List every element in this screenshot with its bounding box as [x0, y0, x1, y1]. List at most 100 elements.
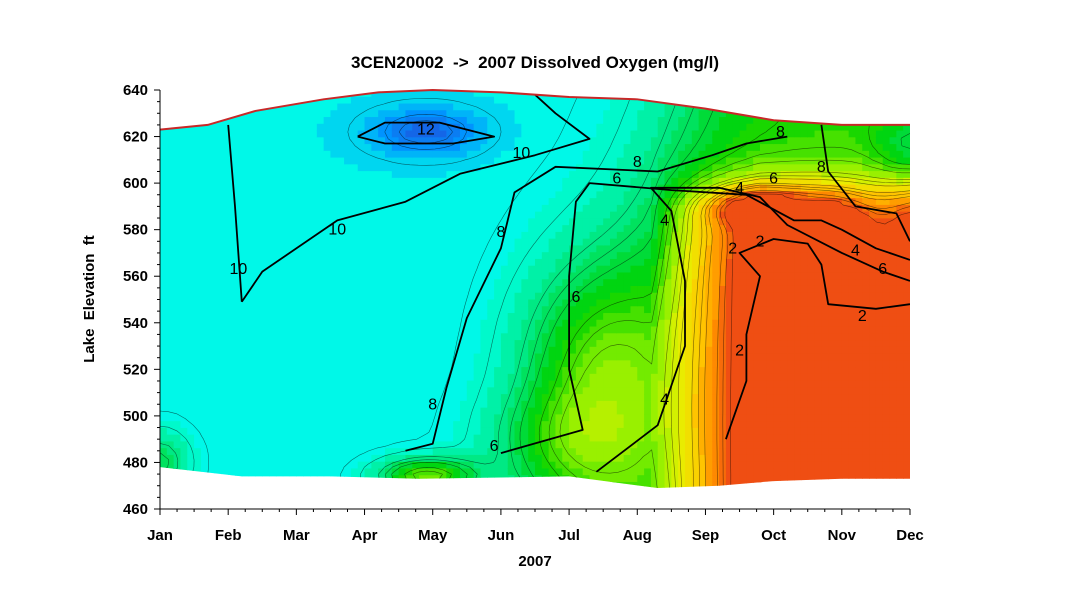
field-cell [575, 171, 584, 179]
field-cell [535, 225, 543, 233]
field-cell [569, 448, 577, 456]
field-cell [507, 211, 516, 220]
field-cell [241, 394, 250, 402]
field-cell [623, 285, 632, 294]
field-cell [364, 441, 372, 449]
field-cell [555, 103, 563, 111]
field-cell [439, 299, 447, 307]
field-cell [453, 110, 461, 118]
field-cell [637, 427, 645, 436]
field-cell [378, 225, 386, 233]
field-cell [494, 198, 502, 206]
field-cell [500, 110, 509, 118]
field-cell [269, 123, 277, 132]
field-cell [630, 150, 638, 159]
field-cell [650, 252, 659, 260]
field-cell [391, 414, 400, 422]
field-cell [241, 238, 250, 247]
field-cell [473, 326, 482, 334]
field-cell [316, 380, 325, 388]
field-cell [582, 468, 591, 476]
field-cell [214, 245, 222, 253]
field-cell [569, 313, 577, 321]
field-cell [453, 96, 461, 105]
field-cell [515, 495, 522, 502]
field-cell [425, 461, 434, 470]
field-cell [432, 292, 441, 301]
field-cell [241, 272, 250, 280]
field-cell [200, 218, 209, 226]
field-cell [555, 380, 563, 388]
field-cell [487, 313, 495, 321]
field-cell [630, 306, 638, 314]
field-cell [228, 360, 236, 368]
field-cell [214, 340, 222, 348]
field-cell [275, 177, 284, 186]
field-cell [582, 421, 591, 429]
field-cell [296, 265, 304, 274]
field-cell [214, 218, 222, 226]
field-cell [255, 198, 263, 206]
field-cell [466, 454, 475, 463]
field-cell [582, 258, 591, 267]
field-cell [337, 177, 345, 186]
field-cell [398, 380, 407, 388]
field-cell [691, 360, 700, 368]
field-cell [378, 150, 386, 159]
field-cell [262, 380, 270, 388]
field-cell [194, 238, 202, 247]
field-cell [589, 313, 597, 321]
field-cell [180, 171, 188, 179]
field-cell [187, 448, 195, 456]
field-cell [582, 475, 591, 483]
field-cell [316, 191, 325, 199]
field-cell [419, 313, 427, 321]
field-cell [691, 353, 700, 361]
field-cell [480, 96, 488, 105]
field-cell [200, 272, 209, 280]
field-cell [432, 157, 441, 165]
field-cell [160, 137, 168, 145]
field-cell [473, 218, 482, 226]
field-cell [357, 198, 366, 206]
field-cell [521, 454, 529, 463]
field-cell [487, 218, 495, 226]
field-cell [569, 117, 577, 125]
field-cell [535, 218, 543, 226]
field-cell [385, 130, 393, 138]
field-cell [316, 313, 325, 321]
field-cell [255, 434, 263, 443]
field-cell [569, 353, 577, 361]
field-cell [275, 96, 284, 105]
field-cell [500, 360, 509, 368]
field-cell [439, 279, 447, 287]
field-cell [650, 218, 659, 226]
field-cell [500, 481, 509, 489]
field-cell [617, 489, 624, 496]
field-cell [228, 90, 236, 98]
field-cell [507, 225, 516, 233]
field-cell [528, 272, 536, 280]
field-cell [650, 258, 659, 267]
field-cell [616, 421, 625, 429]
field-cell [310, 367, 318, 375]
field-cell [610, 489, 617, 496]
field-cell [269, 96, 277, 105]
field-cell [487, 454, 495, 463]
field-cell [698, 137, 707, 145]
field-cell [575, 306, 584, 314]
field-cell [705, 306, 713, 314]
field-cell [439, 407, 447, 415]
field-cell [166, 225, 175, 233]
field-cell [200, 326, 209, 334]
field-cell [194, 137, 202, 145]
field-cell [535, 164, 543, 172]
field-cell [705, 144, 713, 152]
field-cell [207, 103, 216, 111]
field-cell [678, 333, 686, 341]
field-cell [419, 279, 427, 287]
field-cell [616, 427, 625, 436]
field-cell [446, 258, 454, 267]
field-cell [671, 137, 679, 145]
field-cell [378, 340, 386, 348]
